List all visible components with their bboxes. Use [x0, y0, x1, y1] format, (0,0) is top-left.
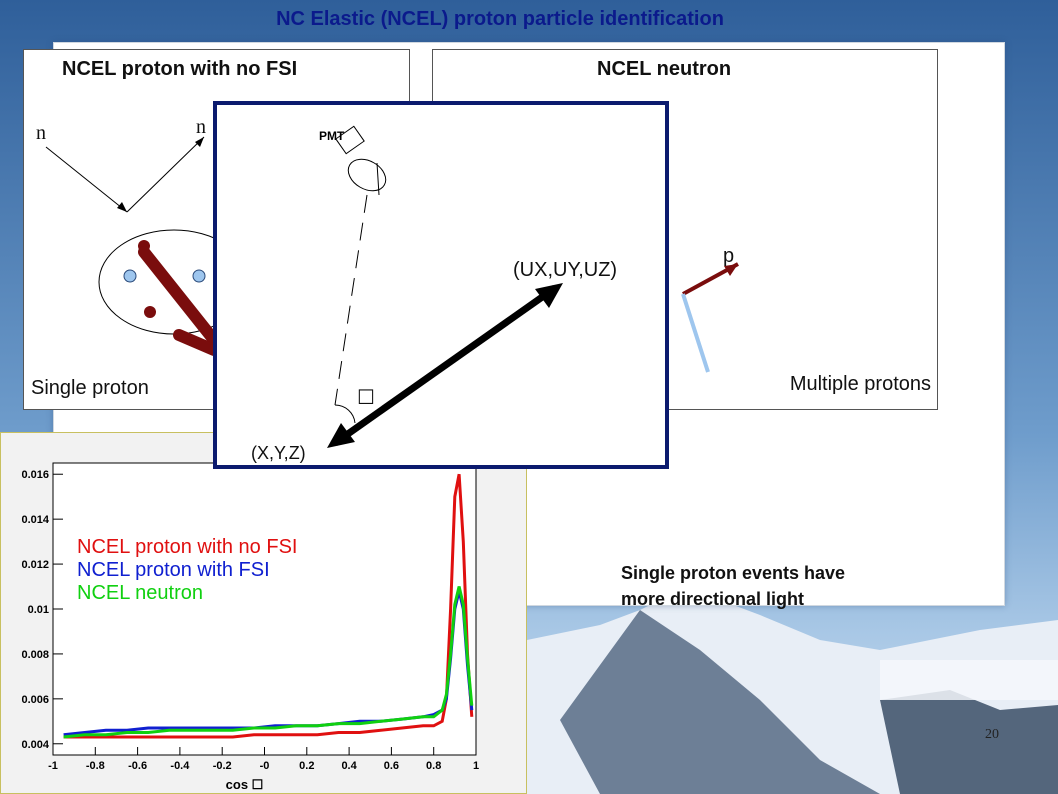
series-line-0	[63, 473, 474, 739]
caption-multiple-protons: Multiple protons	[789, 373, 931, 395]
x-tick-label: 0.2	[299, 760, 314, 772]
x-tick-label: 0.6	[384, 760, 399, 772]
legend: NCEL proton with no FSI NCEL proton with…	[77, 536, 297, 605]
x-tick-label: -0.8	[86, 760, 105, 772]
panel-title: NCEL neutron	[597, 58, 732, 80]
mountain-shadow	[560, 610, 880, 794]
series-line-2	[63, 586, 474, 739]
note-line-1: Single proton events have	[621, 563, 846, 583]
y-tick-label: 0.014	[21, 514, 49, 526]
x-tick-label: -0.4	[170, 760, 190, 772]
vertex-label: (X,Y,Z)	[251, 443, 306, 463]
x-tick-label: -1	[48, 760, 58, 772]
legend-fsi: NCEL proton with FSI	[77, 559, 270, 581]
nucleus-diagram	[45, 136, 250, 356]
pmt-geometry-diagram	[327, 125, 563, 448]
caption-single-proton: Single proton	[31, 377, 149, 399]
label-neutron-out: n	[196, 116, 206, 138]
legend-no-fsi: NCEL proton with no FSI	[77, 536, 298, 558]
label-proton: p	[723, 245, 735, 267]
direction-label: (UX,UY,UZ)	[513, 259, 618, 281]
x-tick-label: 0.4	[341, 760, 357, 772]
x-tick-label: 1	[473, 760, 479, 772]
pmt-label: PMT	[319, 129, 345, 143]
label-neutron-in: n	[36, 122, 46, 144]
note-line-2: more directional light	[621, 589, 805, 609]
y-tick-label: 0.008	[21, 649, 49, 661]
slide-title: NC Elastic (NCEL) proton particle identi…	[276, 8, 724, 30]
x-axis-label: cos ☐	[226, 777, 264, 792]
panel-title: NCEL proton with no FSI	[62, 58, 298, 80]
y-tick-label: 0.012	[21, 559, 49, 571]
cos-theta-histogram: -1 -0.8 -0.6 -0.4 -0.2 -0 0.2 0.4 0.6 0.8 1 0.004 0.…	[21, 462, 479, 792]
x-tick-label: -0	[260, 760, 270, 772]
conclusion-note: Single proton events have more direction…	[621, 560, 845, 612]
mountain-ridge	[880, 690, 1058, 794]
legend-neutron: NCEL neutron	[77, 582, 203, 604]
histogram-panel: -1 -0.8 -0.6 -0.4 -0.2 -0 0.2 0.4 0.6 0.8 1 0.004 0.…	[0, 432, 527, 794]
x-tick-label: -0.6	[128, 760, 147, 772]
x-tick-label: -0.2	[213, 760, 232, 772]
x-tick-label: 0.8	[426, 760, 441, 772]
page-number: 20	[985, 727, 999, 742]
neutron-diagram	[681, 262, 739, 373]
y-tick-label: 0.006	[21, 694, 49, 706]
y-tick-label: 0.01	[28, 604, 49, 616]
y-tick-label: 0.004	[21, 739, 49, 751]
pmt-geometry-popup: PMT (UX,UY,UZ) (X,Y,Z) ☐	[213, 101, 669, 469]
angle-symbol: ☐	[357, 387, 375, 409]
y-tick-label: 0.016	[21, 469, 49, 481]
plot-area	[52, 462, 477, 756]
